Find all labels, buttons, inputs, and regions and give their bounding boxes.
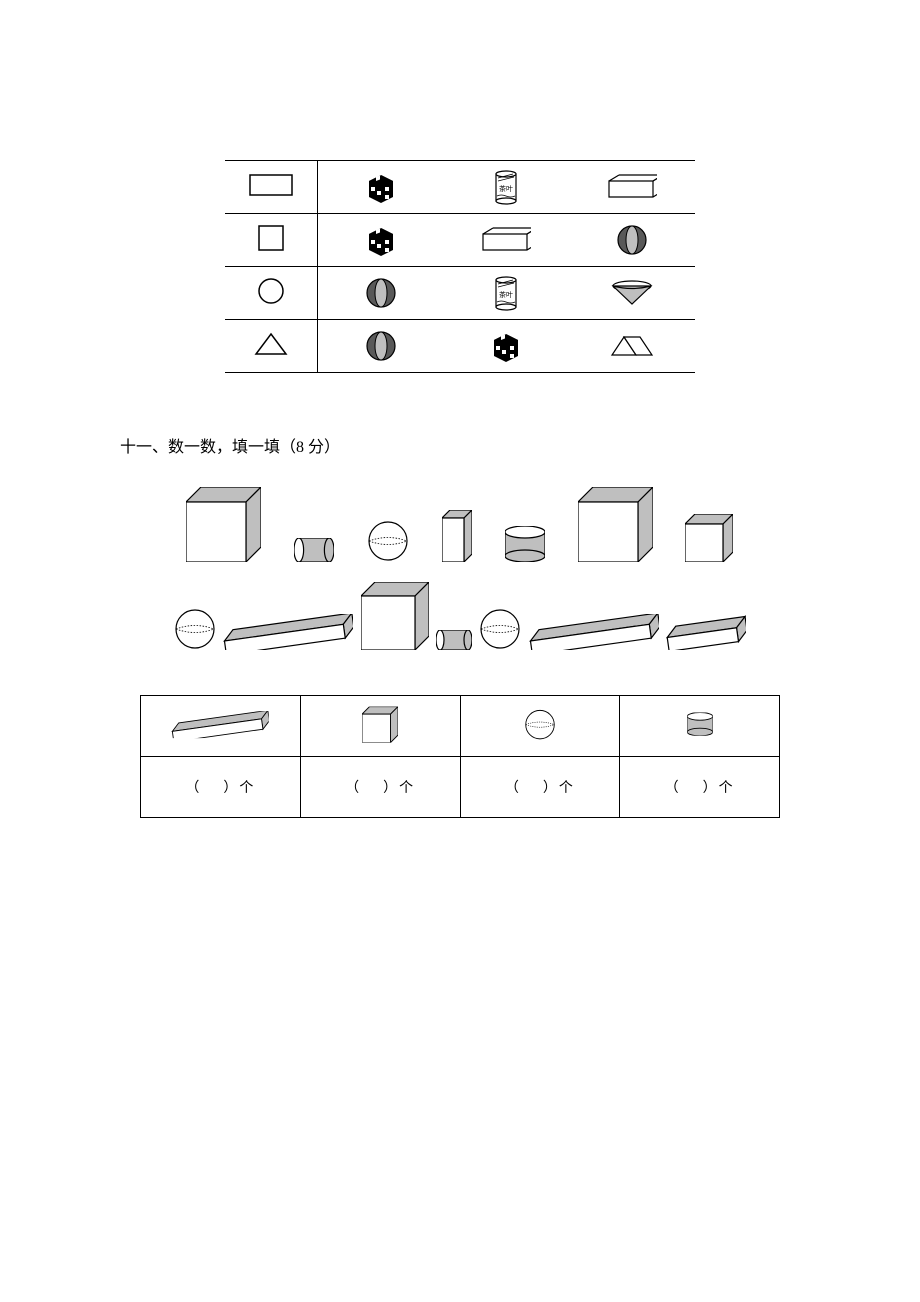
checker-cube-icon xyxy=(365,171,397,203)
triangle-icon xyxy=(254,332,288,356)
sphere-icon xyxy=(479,608,521,650)
count-blank-cell[interactable]: （ ）个 xyxy=(620,757,780,818)
match-right-options xyxy=(318,320,696,373)
match-row: 茶叶 xyxy=(225,267,695,320)
count-blank-cell[interactable]: （ ）个 xyxy=(460,757,620,818)
checker-cube-icon xyxy=(490,330,522,362)
cylinder-icon xyxy=(687,712,713,735)
count-header-cube-small xyxy=(300,696,460,757)
option-checker-cube xyxy=(481,330,531,362)
section-11-heading: 十一、数一数，填一填（8 分） xyxy=(120,433,800,457)
scatter-cube-small xyxy=(685,514,733,567)
scatter-long-bar xyxy=(529,614,659,655)
sphere-icon xyxy=(524,708,556,740)
ball-icon xyxy=(365,277,397,309)
cuboid-icon xyxy=(481,226,531,254)
tea-can-icon: 茶叶 xyxy=(493,275,519,311)
count-header-cylinder-short xyxy=(620,696,780,757)
cylinder-icon xyxy=(505,526,545,562)
match-left-shape xyxy=(225,214,318,267)
scatter-sphere xyxy=(174,608,216,655)
option-checker-cube xyxy=(356,171,406,203)
scatter-cylinder-small-h xyxy=(436,630,472,655)
cylinder-icon xyxy=(436,630,472,650)
scatter-cube-big xyxy=(186,487,261,567)
scatter-sphere xyxy=(367,520,409,567)
sphere-icon xyxy=(367,520,409,562)
svg-text:茶叶: 茶叶 xyxy=(499,290,513,299)
count-label-row: （ ）个（ ）个（ ）个（ ）个 xyxy=(141,757,780,818)
cube-icon xyxy=(362,706,398,742)
cube-icon xyxy=(685,514,733,562)
option-ball xyxy=(607,224,657,256)
option-ball xyxy=(356,330,406,362)
option-checker-cube xyxy=(356,224,406,256)
count-header-long-bar xyxy=(141,696,301,757)
cone-icon xyxy=(611,280,653,306)
scatter-row-1 xyxy=(170,487,750,567)
count-header-sphere xyxy=(460,696,620,757)
cuboid-icon xyxy=(442,510,472,562)
long-bar-icon xyxy=(172,711,270,738)
scatter-long-bar xyxy=(223,614,353,655)
shapes-scatter-area xyxy=(170,487,750,655)
checker-cube-icon xyxy=(365,224,397,256)
tea-can-icon: 茶叶 xyxy=(493,169,519,205)
match-row: 茶叶 xyxy=(225,161,695,214)
scatter-row-2 xyxy=(170,582,750,655)
count-header-row xyxy=(141,696,780,757)
long-bar-icon xyxy=(223,614,353,650)
scatter-short-bar xyxy=(666,614,746,655)
sphere-icon xyxy=(174,608,216,650)
long-bar-icon xyxy=(529,614,659,650)
match-row xyxy=(225,214,695,267)
match-right-options xyxy=(318,214,696,267)
shape-match-table: 茶叶 xyxy=(225,160,695,373)
option-ball xyxy=(356,277,406,309)
scatter-cylinder-small xyxy=(294,538,334,567)
square-icon xyxy=(258,225,284,251)
option-cone xyxy=(607,280,657,306)
ball-icon xyxy=(365,330,397,362)
worksheet-page: 茶叶 xyxy=(0,0,920,878)
count-table: （ ）个（ ）个（ ）个（ ）个 xyxy=(140,695,780,818)
count-blank-cell[interactable]: （ ）个 xyxy=(141,757,301,818)
circle-icon xyxy=(257,277,285,305)
cube-icon xyxy=(361,582,429,650)
cube-icon xyxy=(578,487,653,562)
prism-icon xyxy=(610,333,654,359)
option-prism xyxy=(607,333,657,359)
match-left-shape xyxy=(225,320,318,373)
scatter-cuboid-tall xyxy=(442,510,472,567)
long-bar-icon xyxy=(666,614,746,650)
match-row xyxy=(225,320,695,373)
option-tea-can: 茶叶 xyxy=(481,275,531,311)
match-left-shape xyxy=(225,267,318,320)
match-right-options: 茶叶 xyxy=(318,267,696,320)
match-right-options: 茶叶 xyxy=(318,161,696,214)
option-cuboid xyxy=(481,226,531,254)
match-left-shape xyxy=(225,161,318,214)
scatter-cylinder-wide xyxy=(505,526,545,567)
svg-text:茶叶: 茶叶 xyxy=(499,184,513,193)
cylinder-icon xyxy=(294,538,334,562)
scatter-sphere xyxy=(479,608,521,655)
cuboid-icon xyxy=(607,173,657,201)
cube-icon xyxy=(186,487,261,562)
scatter-cube-big xyxy=(578,487,653,567)
option-cuboid xyxy=(607,173,657,201)
option-tea-can: 茶叶 xyxy=(481,169,531,205)
rectangle-icon xyxy=(249,174,293,196)
ball-icon xyxy=(616,224,648,256)
count-blank-cell[interactable]: （ ）个 xyxy=(300,757,460,818)
scatter-cube-mid xyxy=(361,582,429,655)
